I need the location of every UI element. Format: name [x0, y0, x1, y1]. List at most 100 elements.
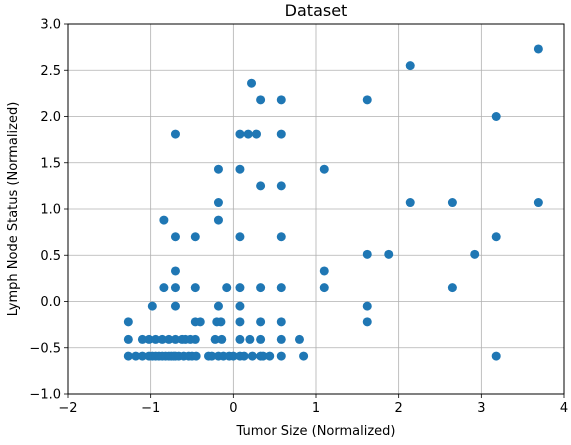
y-tick-label: 1.0 [40, 203, 61, 218]
data-point [190, 232, 200, 242]
data-point [137, 351, 147, 361]
data-point [170, 266, 180, 276]
data-point [319, 266, 329, 276]
data-point [491, 232, 501, 242]
data-point [235, 129, 245, 139]
data-point [276, 334, 286, 344]
data-point [213, 198, 223, 208]
data-point [235, 334, 245, 344]
x-tick-label: 0 [229, 401, 237, 416]
data-point [319, 164, 329, 174]
y-tick-label: 1.5 [40, 156, 61, 171]
data-point [131, 351, 141, 361]
data-point [245, 334, 255, 344]
data-point [247, 351, 257, 361]
data-point [235, 301, 245, 311]
data-point [491, 351, 501, 361]
x-tick-label: −2 [58, 401, 77, 416]
data-point [217, 334, 227, 344]
data-point [299, 351, 309, 361]
x-tick-label: 3 [477, 401, 485, 416]
x-tick-label: 4 [560, 401, 568, 416]
x-tick-label: 1 [312, 401, 320, 416]
data-point [258, 351, 268, 361]
data-point [210, 334, 220, 344]
data-point [190, 283, 200, 293]
data-point [247, 78, 257, 88]
data-point [362, 301, 372, 311]
data-point [447, 283, 457, 293]
data-point [164, 334, 174, 344]
data-point [207, 351, 217, 361]
data-point [256, 283, 266, 293]
data-point [405, 61, 415, 71]
data-point [384, 249, 394, 259]
data-point [123, 317, 133, 327]
y-tick-label: −0.5 [29, 341, 61, 356]
y-tick-label: 2.0 [40, 110, 61, 125]
data-points [123, 44, 543, 361]
data-point [159, 283, 169, 293]
data-point [235, 317, 245, 327]
data-point [294, 334, 304, 344]
data-point [533, 44, 543, 54]
data-point [276, 181, 286, 191]
data-point [222, 283, 232, 293]
data-point [362, 317, 372, 327]
data-point [319, 283, 329, 293]
data-point [147, 301, 157, 311]
chart-title: Dataset [285, 1, 348, 20]
data-point [243, 129, 253, 139]
data-point [157, 334, 167, 344]
grid-lines [67, 23, 565, 395]
data-point [265, 351, 275, 361]
data-point [470, 249, 480, 259]
data-point [276, 232, 286, 242]
data-point [239, 351, 249, 361]
data-point [256, 181, 266, 191]
data-point [251, 129, 261, 139]
data-point [228, 351, 238, 361]
data-point [276, 95, 286, 105]
y-tick-label: 3.0 [40, 18, 61, 33]
data-point [191, 351, 201, 361]
data-point [170, 334, 180, 344]
data-point [216, 317, 226, 327]
data-point [137, 334, 147, 344]
data-point [362, 249, 372, 259]
data-point [405, 198, 415, 208]
data-point [362, 95, 372, 105]
data-point [213, 215, 223, 225]
data-point [256, 334, 266, 344]
data-point [235, 232, 245, 242]
data-point [213, 301, 223, 311]
data-point [123, 334, 133, 344]
data-point [144, 334, 154, 344]
data-point [195, 317, 205, 327]
data-point [276, 283, 286, 293]
data-point [447, 198, 457, 208]
data-point [159, 215, 169, 225]
axis-ticks: −2 −1 0 1 2 3 4 −1.0 −0.5 0.0 0.5 1.0 1.5 2.0 2.5 3.0 [29, 18, 568, 417]
x-axis-label: Tumor Size (Normalized) [236, 424, 396, 439]
data-point [190, 334, 200, 344]
data-point [170, 232, 180, 242]
y-tick-label: 0.5 [40, 249, 61, 264]
y-tick-label: 2.5 [40, 64, 61, 79]
data-point [235, 164, 245, 174]
data-point [170, 129, 180, 139]
data-point [276, 317, 286, 327]
data-point [151, 334, 161, 344]
data-point [276, 351, 286, 361]
y-tick-label: −1.0 [29, 388, 61, 403]
y-tick-label: 0.0 [40, 295, 61, 310]
x-tick-label: 2 [395, 401, 403, 416]
data-point [170, 283, 180, 293]
data-point [123, 351, 133, 361]
data-point [256, 95, 266, 105]
y-axis-label: Lymph Node Status (Normalized) [6, 102, 21, 317]
data-point [170, 301, 180, 311]
data-point [256, 317, 266, 327]
